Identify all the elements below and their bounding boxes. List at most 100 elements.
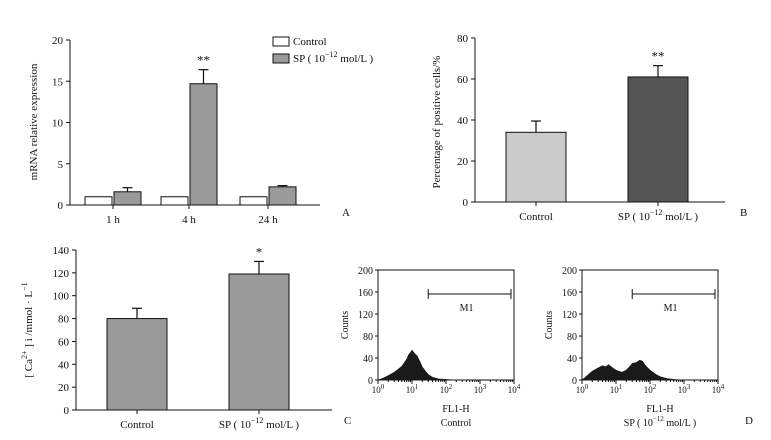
panel-b-chart: Percentage of positive cells/% 0 20 40 60 80… <box>431 33 747 223</box>
legend-sp-prefix: SP ( 10 <box>293 53 325 65</box>
panel-d-sp-ytick-label: 120 <box>562 310 577 321</box>
panel-d-sp-xtick-exponent: 0 <box>585 383 589 391</box>
panel-b-significance: ** <box>652 49 665 64</box>
panel-c-letter: C <box>344 415 351 427</box>
panel-a-letter: A <box>342 207 350 219</box>
panel-a-xtick-label: 1 h <box>106 214 120 226</box>
panel-d-sp-xtick-label: 104 <box>712 383 725 395</box>
panel-d-sp-xtick-base: 10 <box>712 385 722 395</box>
panel-c-ytick-label: 140 <box>53 245 70 257</box>
panel-a-ytick-label: 0 <box>58 200 64 212</box>
panel-a-ytick-label: 5 <box>58 159 64 171</box>
panel-d-control-xtick-label: 103 <box>474 383 487 395</box>
panel-c-ylabel-post: ] i /mmol · L <box>23 291 35 351</box>
panel-d-control-xtick-base: 10 <box>440 385 450 395</box>
panel-c-significance: * <box>256 244 263 259</box>
panel-d-sp-xtick-base: 10 <box>644 385 654 395</box>
panel-b-ytick-label: 20 <box>457 156 469 168</box>
panel-b-bar <box>505 131 567 203</box>
panel-a-significance: ** <box>197 53 210 68</box>
panel-c-ytick-label: 20 <box>58 382 70 394</box>
panel-d-control-xtick-label: 102 <box>440 383 453 395</box>
panel-a-ylabel: mRNA relative expression <box>28 63 40 180</box>
panel-d-sp-caption-unit: mol/L ) <box>664 418 696 429</box>
panel-c-ytick-label: 120 <box>53 268 70 280</box>
panel-d-sp-ytick-label: 80 <box>567 332 577 343</box>
panel-d-sp-xtick-label: 102 <box>644 383 657 395</box>
panel-d-control-xtick-label: 100 <box>372 383 385 395</box>
panel-d-control-ytick-label: 120 <box>358 310 373 321</box>
panel-c-xtick-label-sp-prefix: SP ( 10 <box>219 419 251 431</box>
legend-sp-label: SP ( 10−12 mol/L ) <box>293 50 373 65</box>
panel-b-ytick-label: 0 <box>463 197 469 209</box>
panel-b-xtick-label-sp-exponent: −12 <box>650 208 663 217</box>
panel-d-control-ylabel: Counts <box>340 311 351 339</box>
panel-d-control-ytick-label: 0 <box>368 376 373 387</box>
panel-c-ytick-label: 40 <box>58 359 70 371</box>
panel-d-sp-xtick-exponent: 2 <box>653 383 657 391</box>
panel-d-sp-caption-prefix: SP ( 10 <box>624 418 653 429</box>
panel-b-ytick-label: 40 <box>457 115 469 127</box>
panel-c-bar <box>228 273 290 411</box>
panel-d-sp-xtick-exponent: 3 <box>687 383 691 391</box>
panel-d-control-histogram-area <box>377 349 470 381</box>
panel-d-sp-xtick-base: 10 <box>576 385 586 395</box>
panel-d-sp-caption: SP ( 10−12 mol/L ) <box>624 415 696 429</box>
panel-d-control-xtick-base: 10 <box>406 385 416 395</box>
panel-d-sp-xtick-base: 10 <box>610 385 620 395</box>
panel-a-ytick-label: 10 <box>52 118 64 130</box>
panel-d-sp-xtick-label: 101 <box>610 383 623 395</box>
panel-d-control-xtick-exponent: 3 <box>483 383 487 391</box>
panel-c-xtick-label-sp-exponent: −12 <box>251 416 264 425</box>
panel-d-sp-xlabel: FL1-H <box>646 404 673 415</box>
panel-d-control-xtick-label: 101 <box>406 383 419 395</box>
panel-d-control-xlabel: FL1-H <box>442 404 469 415</box>
panel-d-sp-xtick-exponent: 4 <box>721 383 725 391</box>
panel-d-sp-ylabel: Counts <box>544 311 555 339</box>
panel-d-sp-ytick-label: 200 <box>562 266 577 277</box>
panel-a-chart: mRNA relative expression 0 5 10 15 20 1 h 4 h 2… <box>28 35 373 226</box>
panel-a-bar <box>84 196 113 206</box>
panel-d-sp-xtick-label: 100 <box>576 383 589 395</box>
panel-c-ytick-label: 0 <box>64 405 70 417</box>
panel-d-sp-histogram-area <box>581 359 685 381</box>
panel-c-ytick-label: 60 <box>58 336 70 348</box>
panel-d-sp-frame <box>581 269 719 381</box>
panel-d-control-xtick-base: 10 <box>508 385 518 395</box>
panel-c-ylabel: [ Ca2+ ] i /mmol · L−1 <box>20 282 35 377</box>
panel-a-ytick-label: 20 <box>52 35 64 47</box>
panel-d-control-xtick-exponent: 0 <box>381 383 385 391</box>
panel-c-ytick-label: 100 <box>53 291 70 303</box>
panel-c-ylabel-pre: [ Ca <box>23 359 35 378</box>
panel-d-sp-ytick-label: 40 <box>567 354 577 365</box>
panel-a-marks: 0 5 10 15 20 1 h 4 h 24 h ** <box>52 35 297 226</box>
panel-d-control-gate-label: M1 <box>460 303 474 314</box>
panel-d-sp-xtick-base: 10 <box>678 385 688 395</box>
legend-control-label: Control <box>293 36 327 48</box>
panel-c-xtick-label-sp: SP ( 10−12 mol/L ) <box>219 416 299 431</box>
panel-d-control-xtick-exponent: 1 <box>415 383 419 391</box>
panel-c-ylabel-sup2: −1 <box>20 282 29 291</box>
panel-b-ytick-label: 80 <box>457 33 469 45</box>
panel-a-bar <box>189 83 218 206</box>
panel-b-xtick-label-sp-unit: mol/L ) <box>662 211 698 223</box>
panel-d-sp-ytick-label: 0 <box>572 376 577 387</box>
panel-b-ytick-label: 60 <box>457 74 469 86</box>
panel-c-chart: [ Ca2+ ] i /mmol · L−1 0 20 40 60 80 100 120 14… <box>20 244 351 431</box>
panel-a-bar <box>160 196 189 206</box>
panel-a-bar <box>113 191 142 206</box>
panel-d-control-ytick-label: 160 <box>358 288 373 299</box>
panel-c-xtick-label-sp-unit: mol/L ) <box>263 419 299 431</box>
panel-b-marks: 0 20 40 60 80 Control SP ( 10−12 mol/L ) ** <box>457 33 698 223</box>
panel-b-ylabel: Percentage of positive cells/% <box>431 56 443 189</box>
panel-c-xtick-label: Control <box>120 419 154 431</box>
panel-d-control-caption: Control <box>441 418 472 429</box>
panel-d-control-ytick-label: 80 <box>363 332 373 343</box>
panel-b-xtick-label-sp-prefix: SP ( 10 <box>618 211 650 223</box>
legend-sp-exponent: −12 <box>325 50 338 59</box>
panel-a-bar <box>268 186 297 206</box>
panel-d-sp-xtick-exponent: 1 <box>619 383 623 391</box>
